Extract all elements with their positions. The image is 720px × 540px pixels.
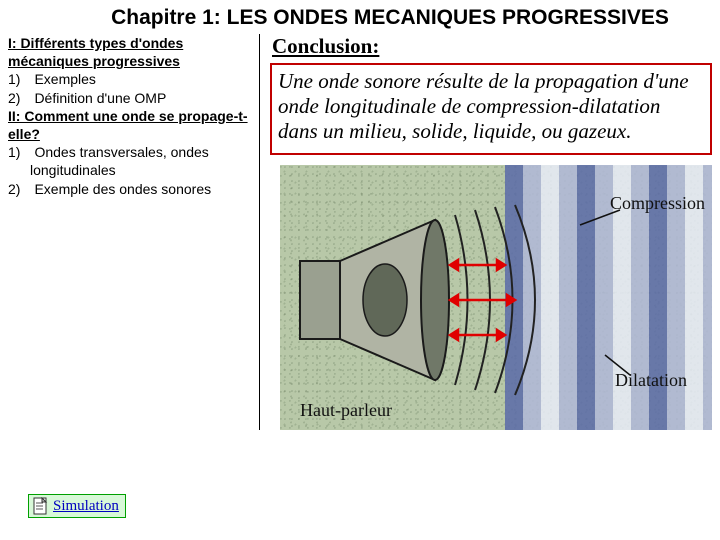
outline-item: 2) Définition d'une OMP	[8, 89, 251, 107]
motion-arrows	[450, 260, 515, 340]
outline-section-1: I: Différents types d'ondes mécaniques p…	[8, 34, 251, 70]
simulation-link[interactable]: Simulation	[28, 494, 126, 518]
outline-item: 1) Ondes transversales, ondes longitudin…	[8, 143, 251, 179]
label-speaker: Haut-parleur	[300, 400, 392, 421]
simulation-link-label: Simulation	[53, 498, 119, 515]
content-panel: Conclusion: Une onde sonore résulte de l…	[260, 34, 712, 430]
document-icon	[33, 497, 49, 515]
outline-section-2: II: Comment une onde se propage-t-elle?	[8, 107, 251, 143]
sound-wave-figure: Compression Dilatation Haut-parleur	[280, 165, 712, 430]
page-title: Chapitre 1: LES ONDES MECANIQUES PROGRES…	[0, 0, 720, 34]
columns: I: Différents types d'ondes mécaniques p…	[0, 34, 720, 430]
outline-item: 2) Exemple des ondes sonores	[8, 180, 251, 198]
outline-panel: I: Différents types d'ondes mécaniques p…	[8, 34, 260, 430]
conclusion-heading: Conclusion:	[272, 34, 712, 59]
speaker-icon	[300, 220, 449, 380]
label-compression: Compression	[610, 193, 705, 214]
pointer-lines	[580, 210, 630, 375]
label-dilatation: Dilatation	[615, 370, 687, 391]
conclusion-box: Une onde sonore résulte de la propagatio…	[270, 63, 712, 155]
outline-item: 1) Exemples	[8, 70, 251, 88]
